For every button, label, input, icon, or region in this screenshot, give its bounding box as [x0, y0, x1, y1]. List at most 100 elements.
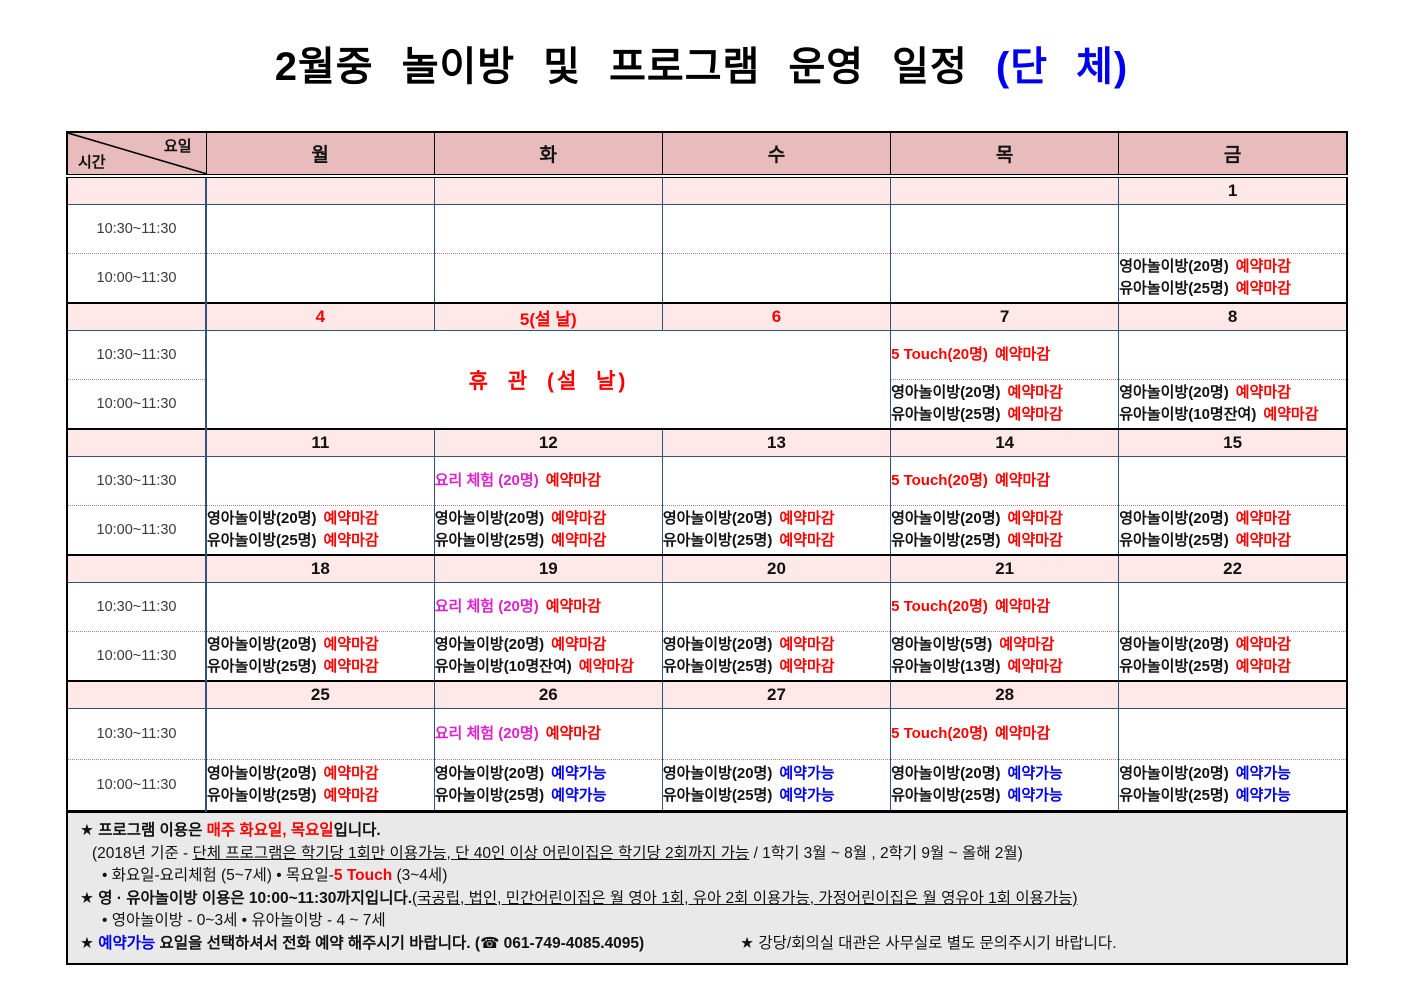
schedule-entry: 유아놀이방(13명) 예약마감 — [891, 656, 1119, 678]
entry-label: 영아놀이방(20명) — [207, 765, 317, 782]
slot-1000-cell — [890, 253, 1119, 303]
diagonal-line — [69, 134, 204, 172]
date-cell: 7 — [890, 302, 1119, 331]
entry-label: 영아놀이방(20명) — [891, 384, 1001, 401]
schedule-entry: 영아놀이방(20명) 예약마감 — [891, 508, 1119, 530]
schedule-entry: 영아놀이방(5명) 예약마감 — [892, 634, 1119, 656]
slot-1000-cell — [433, 253, 663, 303]
slot-1000-cell: 영아놀이방(20명) 예약마감 유아놀이방(25명) 예약마감 — [890, 379, 1119, 429]
date-cell — [890, 175, 1119, 205]
entry-status: 예약마감 — [323, 658, 379, 675]
entry-label: 영아놀이방(20명) — [207, 510, 317, 527]
slot-1000-cell — [204, 253, 435, 303]
schedule-entry: 영아놀이방(20명) 예약마감 — [207, 763, 434, 785]
schedule-entry: 영아놀이방(20명) 예약가능 — [892, 763, 1119, 785]
entry-label: 유아놀이방(25명) — [434, 532, 545, 549]
entry-status: 예약마감 — [1263, 406, 1319, 423]
date-row-spacer — [67, 175, 206, 205]
time-label: 10:00~11:30 — [67, 379, 206, 429]
day-header-월: 월 — [205, 131, 435, 178]
date-row-spacer — [67, 680, 206, 709]
note-line: • 화요일-요리체험 (5~7세) • 목요일-5 Touch (3~4세) — [78, 865, 1336, 888]
note-segment: ★ 프로그램 이용은 — [80, 822, 207, 839]
time-label: 10:00~11:30 — [67, 505, 206, 555]
date-cell: 18 — [204, 554, 435, 583]
schedule-entry: 유아놀이방(25명) 예약마감 — [208, 530, 434, 552]
entry-label: 유아놀이방(25명) — [662, 658, 773, 675]
slot-1030-cell — [661, 708, 891, 760]
slot-1000-cell — [661, 253, 891, 303]
note-segment: 5 Touch — [333, 867, 393, 884]
schedule-entry: 요리 체험 (20명) 예약마감 — [435, 596, 662, 618]
schedule-entry: 영아놀이방(20명) 예약마감 — [1120, 382, 1346, 404]
note-segment: (국공립, 법인, 민간어린이집은 월 영아 1회, 유아 2회 이용가능, 가… — [412, 889, 1078, 907]
entry-label: 영아놀이방(20명) — [662, 765, 773, 782]
schedule-entry: 영아놀이방(20명) 예약마감 — [1120, 256, 1346, 278]
day-header-금: 금 — [1118, 131, 1348, 178]
entry-label: 유아놀이방(25명) — [1119, 532, 1229, 549]
entry-status: 예약마감 — [323, 510, 379, 527]
schedule-entry: 영아놀이방(20명) 예약마감 — [891, 382, 1119, 404]
note-segment: (☎ 061-749-4085.4095) — [474, 934, 645, 952]
entry-label: 영아놀이방(20명) — [891, 510, 1001, 527]
entry-label: 영아놀이방(20명) — [1119, 765, 1229, 782]
note-segment: • 화요일-요리체험 (5~7세) • 목요일- — [102, 867, 334, 884]
entry-status: 예약마감 — [1235, 384, 1291, 401]
time-label: 10:00~11:30 — [67, 631, 206, 681]
entry-status: 예약마감 — [1007, 658, 1063, 675]
note-segment: (3~4세) — [392, 867, 448, 884]
time-label: 10:30~11:30 — [67, 582, 206, 632]
notes-box: ★ 프로그램 이용은 매주 화요일, 목요일입니다. (2018년 기준 - 단체… — [66, 812, 1348, 965]
entry-label: 영아놀이방(20명) — [1119, 636, 1229, 653]
corner-time-label: 시간 — [78, 154, 106, 171]
entry-status: 예약마감 — [551, 532, 607, 549]
entry-status: 예약마감 — [1235, 258, 1291, 275]
date-cell: 27 — [661, 680, 891, 709]
schedule-entry: 영아놀이방(20명) 예약마감 — [435, 508, 662, 530]
schedule-table: 요일 시간 월 화 수 목 금 1 10:30~11:30 10:00~11:30 영아놀이방(20… — [66, 131, 1348, 812]
slot-1000-cell: 영아놀이방(20명) 예약가능 유아놀이방(25명) 예약가능 — [661, 759, 891, 811]
slot-1030-cell: 5 Touch(20명) 예약마감 — [890, 456, 1119, 506]
time-label: 10:30~11:30 — [67, 456, 206, 506]
day-header-수: 수 — [661, 131, 892, 178]
schedule-entry: 유아놀이방(25명) 예약가능 — [891, 785, 1119, 807]
schedule-entry: 영아놀이방(20명) 예약마감 — [663, 634, 890, 656]
schedule-sheet: 요일 시간 월 화 수 목 금 1 10:30~11:30 10:00~11:30 영아놀이방(20… — [66, 131, 1348, 965]
slot-1030-cell — [890, 204, 1119, 254]
note-segment: ★ 강당/회의실 대관은 사무실로 별도 문의주시기 바랍니다. — [740, 934, 1117, 952]
schedule-entry: 요리 체험 (20명) 예약마감 — [435, 723, 662, 745]
slot-1030-cell — [661, 204, 891, 254]
schedule-entry: 유아놀이방(25명) 예약가능 — [435, 785, 662, 807]
entry-label: 5 Touch(20명) — [891, 598, 988, 615]
slot-1030-cell: 5 Touch(20명) 예약마감 — [890, 582, 1119, 632]
entry-label: 영아놀이방(20명) — [207, 636, 317, 653]
entry-label: 유아놀이방(25명) — [891, 787, 1001, 804]
schedule-entry: 영아놀이방(20명) 예약마감 — [663, 508, 890, 530]
entry-label: 요리 체험 (20명) — [434, 725, 539, 742]
schedule-entry: 유아놀이방(25명) 예약마감 — [208, 785, 434, 807]
slot-1030-cell: 5 Touch(20명) 예약마감 — [890, 708, 1119, 760]
date-cell — [1118, 680, 1347, 709]
schedule-entry: 유아놀이방(25명) 예약가능 — [1120, 785, 1346, 807]
entry-status: 예약마감 — [994, 725, 1051, 742]
slot-1000-cell: 영아놀이방(20명) 예약마감 유아놀이방(25명) 예약마감 — [1118, 631, 1347, 681]
note-segment: 단체 프로그램은 학기당 1회만 이용가능, 단 40인 이상 어린이집은 학기… — [192, 844, 750, 862]
note-segment: ★ 영 · 유아놀이방 이용은 10:00~11:30까지입니다. — [80, 889, 413, 907]
schedule-entry: 유아놀이방(25명) 예약마감 — [892, 404, 1119, 426]
slot-1030-cell — [1118, 330, 1347, 380]
slot-1030-cell — [1118, 204, 1347, 254]
date-cell: 11 — [204, 428, 435, 457]
slot-1030-cell: 5 Touch(20명) 예약마감 — [890, 330, 1119, 380]
entry-status: 예약가능 — [779, 765, 835, 782]
entry-status: 예약마감 — [551, 510, 607, 527]
date-cell: 5(설 날) — [433, 302, 663, 331]
entry-label: 유아놀이방(13명) — [891, 658, 1001, 675]
entry-status: 예약마감 — [994, 346, 1051, 363]
note-segment: 매주 화요일, 목요일 — [206, 822, 334, 839]
entry-status: 예약가능 — [551, 787, 607, 804]
slot-1030-cell — [204, 708, 435, 760]
